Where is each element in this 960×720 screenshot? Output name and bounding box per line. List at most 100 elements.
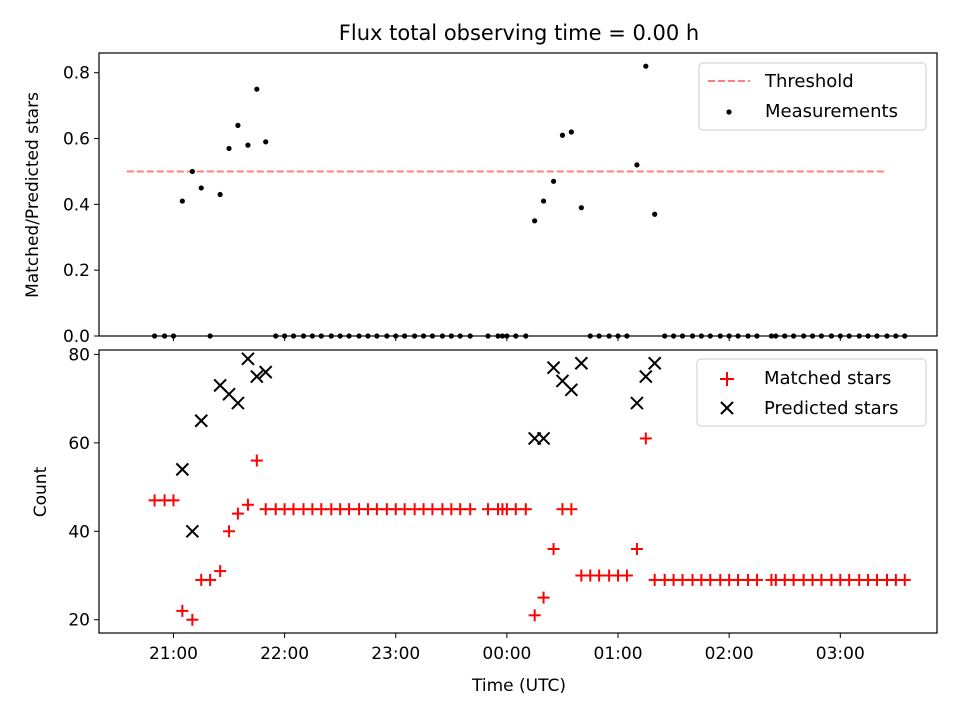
measurement-point [559, 132, 566, 138]
legend-matched-label: Matched stars [764, 368, 891, 389]
x-tick-label: 23:00 [371, 644, 420, 664]
predicted-stars-points [175, 352, 662, 539]
matched-star-point [537, 591, 550, 604]
y-tick-label: 0.4 [63, 195, 90, 215]
predicted-star-point [259, 365, 273, 379]
matched-star-point [630, 542, 643, 555]
matched-star-point [519, 503, 532, 516]
y-tick-label: 20 [68, 611, 90, 631]
predicted-star-point [185, 524, 200, 539]
matched-star-point [750, 573, 763, 586]
matched-star-point [315, 503, 328, 516]
count-x-ticks: 21:00 22:00 23:00 00:00 01:00 02:00 03:00 [149, 633, 865, 664]
measurement-point [532, 218, 538, 224]
y-tick-label: 0.8 [63, 64, 90, 84]
matched-star-point [250, 454, 263, 467]
matched-star-point [481, 503, 494, 516]
measurement-point [179, 198, 185, 204]
matched-star-point [787, 573, 800, 586]
matched-star-point [426, 503, 439, 516]
matched-star-point [454, 503, 467, 516]
matched-star-point [287, 503, 300, 516]
measurement-point [226, 145, 232, 152]
y-tick-label: 0.2 [63, 261, 90, 281]
legend-measurements-swatch [726, 109, 732, 115]
predicted-star-point [574, 356, 589, 370]
ratio-legend: Threshold Measurements [698, 62, 927, 131]
matched-star-point [815, 573, 828, 586]
measurement-point [652, 211, 658, 217]
predicted-star-point [231, 396, 245, 410]
legend-predicted-label: Predicted stars [764, 398, 898, 419]
matched-star-point [370, 503, 383, 516]
legend-measurements-label: Measurements [765, 101, 898, 122]
matched-star-point [343, 503, 356, 516]
measurement-point [189, 168, 195, 175]
count-plot-frame [98, 349, 938, 634]
matched-star-point [223, 525, 236, 538]
count-y-axis-label: Count [31, 466, 51, 517]
matched-star-point [167, 494, 180, 507]
ratio-y-ticks: 0.0 0.2 0.4 0.6 0.8 [63, 64, 99, 347]
count-legend: Matched stars Predicted stars [696, 358, 927, 427]
measurement-point [634, 162, 640, 168]
legend-threshold-label: Threshold [764, 71, 854, 92]
predicted-star-point [564, 383, 579, 397]
matched-star-point [547, 542, 560, 555]
x-tick-label: 00:00 [482, 644, 531, 664]
matched-star-point [509, 503, 522, 516]
measurement-point [568, 129, 574, 135]
matched-star-point [398, 503, 411, 516]
measurement-point [578, 205, 584, 211]
ratio-y-axis-label: Matched/Predicted stars [23, 92, 43, 298]
measurement-point [198, 185, 204, 191]
predicted-star-point [546, 360, 561, 375]
matched-star-point [148, 494, 161, 507]
count-legend-box [696, 358, 927, 427]
measurement-point [254, 86, 260, 92]
y-tick-label: 0.0 [63, 327, 90, 347]
matched-stars-points [148, 432, 911, 626]
matched-star-point [259, 503, 272, 516]
matched-star-point [648, 573, 661, 586]
matched-star-point [204, 573, 217, 586]
y-tick-label: 60 [68, 434, 90, 454]
predicted-star-point [536, 431, 551, 446]
matched-star-point [231, 507, 244, 520]
ratio-plot-frame [98, 52, 938, 337]
measurement-point [263, 139, 269, 145]
matched-star-point [704, 573, 717, 586]
matched-star-point [176, 604, 189, 617]
matched-star-point [186, 613, 199, 626]
legend-matched-swatch [720, 372, 734, 386]
x-tick-label: 21:00 [149, 644, 198, 664]
predicted-star-point [241, 352, 255, 366]
matched-star-point [870, 573, 883, 586]
chart-title: Flux total observing time = 0.00 h [339, 21, 699, 45]
measurement-point [550, 178, 557, 184]
x-tick-label: 22:00 [260, 644, 309, 664]
x-axis-label: Time (UTC) [471, 676, 566, 696]
y-tick-label: 0.6 [63, 130, 90, 150]
matched-star-point [639, 432, 652, 445]
matched-star-point [214, 565, 227, 578]
legend-predicted-swatch [720, 401, 734, 415]
matched-star-point [593, 569, 606, 582]
matched-star-point [528, 609, 541, 622]
x-tick-label: 02:00 [705, 644, 754, 664]
matched-star-point [732, 573, 745, 586]
y-tick-label: 80 [68, 345, 90, 365]
matched-star-point [843, 573, 856, 586]
matched-star-point [464, 503, 477, 516]
ratio-legend-box [698, 62, 927, 131]
predicted-star-point [630, 396, 644, 410]
matched-star-point [676, 573, 689, 586]
count-y-ticks: 20 40 60 80 [68, 345, 99, 631]
count-panel: 21:00 22:00 23:00 00:00 01:00 02:00 03:00 20 40… [31, 345, 938, 664]
x-tick-label: 03:00 [816, 644, 865, 664]
predicted-star-point [194, 414, 208, 428]
matched-star-point [620, 569, 633, 582]
measurement-point [245, 142, 251, 148]
predicted-star-point [647, 356, 662, 370]
